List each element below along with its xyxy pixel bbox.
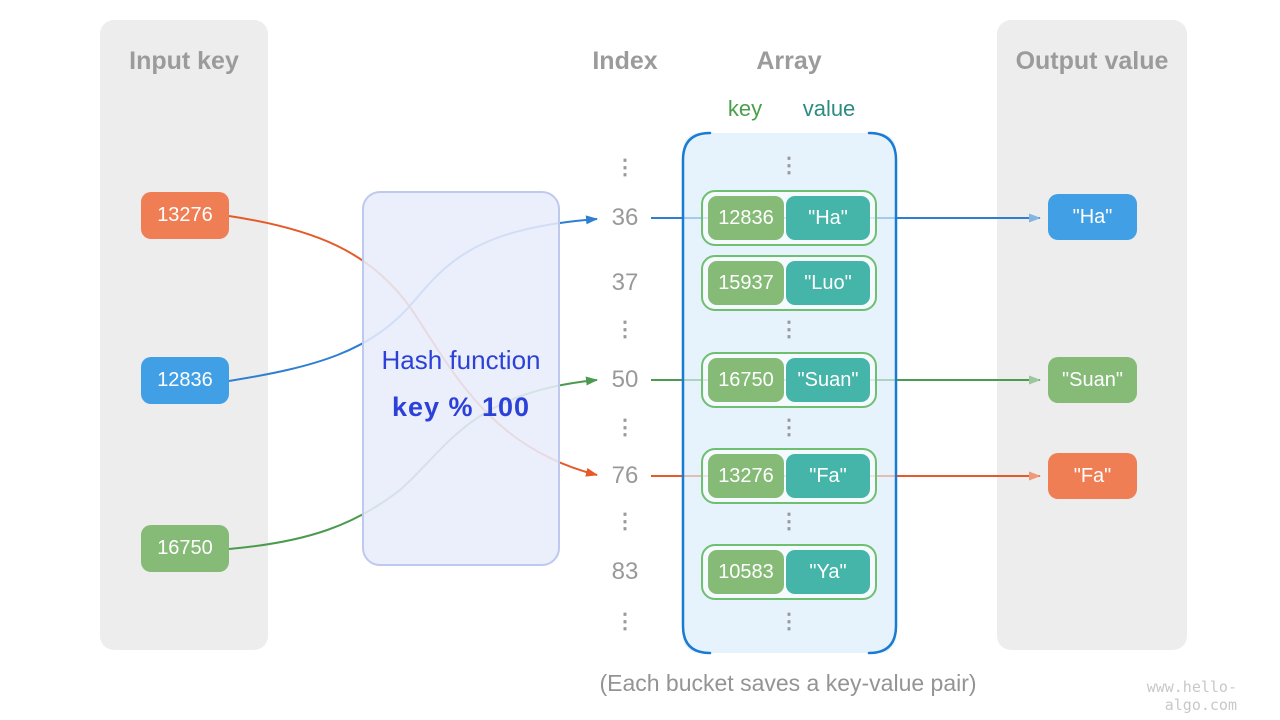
bucket-value: "Luo" [786,261,870,305]
array-bracket-left [681,131,712,655]
bucket-value: "Ha" [786,196,870,240]
hash-function-box: Hash function key % 100 [362,191,560,566]
array-ellipsis: ⋮ [778,318,800,341]
output-value-suan: "Suan" [1048,357,1137,403]
index-83: 83 [611,558,639,585]
index-ellipsis: ⋮ [614,610,636,633]
bucket-value: "Fa" [786,454,870,498]
bucket-key: 12836 [708,196,784,240]
index-37: 37 [611,269,639,296]
array-ellipsis: ⋮ [778,610,800,633]
input-key-16750: 16750 [141,525,229,572]
index-36: 36 [611,204,639,231]
index-ellipsis: ⋮ [614,510,636,533]
input-key-13276: 13276 [141,192,229,239]
index-ellipsis: ⋮ [614,156,636,179]
array-column-title: Array [756,47,822,75]
bucket-value: "Suan" [786,358,870,402]
caption: (Each bucket saves a key-value pair) [599,670,977,696]
index-column-title: Index [592,47,658,75]
bucket-pair-50: 16750 "Suan" [701,352,877,408]
bucket-value: "Ya" [786,550,870,594]
key-column-label: key [727,96,763,121]
bucket-key: 10583 [708,550,784,594]
output-value-ha: "Ha" [1048,194,1137,240]
array-ellipsis: ⋮ [778,416,800,439]
input-key-title: Input key [129,47,239,75]
index-ellipsis: ⋮ [614,318,636,341]
input-key-12836: 12836 [141,357,229,404]
array-bracket-right [867,131,898,655]
index-50: 50 [611,366,639,393]
index-76: 76 [611,462,639,489]
output-value-title: Output value [1015,47,1169,75]
bucket-key: 15937 [708,261,784,305]
watermark: www.hello-algo.com [1146,678,1237,714]
index-ellipsis: ⋮ [614,416,636,439]
bucket-key: 16750 [708,358,784,402]
bucket-key: 13276 [708,454,784,498]
bucket-pair-83: 10583 "Ya" [701,544,877,600]
bucket-pair-36: 12836 "Ha" [701,190,877,246]
output-value-fa: "Fa" [1048,453,1137,499]
bucket-pair-37: 15937 "Luo" [701,255,877,311]
value-column-label: value [802,96,856,121]
hash-formula: key % 100 [391,392,531,422]
array-ellipsis: ⋮ [778,510,800,533]
output-value-panel: Output value [997,20,1187,650]
hash-function-label: Hash function [381,345,541,375]
bucket-pair-76: 13276 "Fa" [701,448,877,504]
array-ellipsis: ⋮ [778,154,800,177]
